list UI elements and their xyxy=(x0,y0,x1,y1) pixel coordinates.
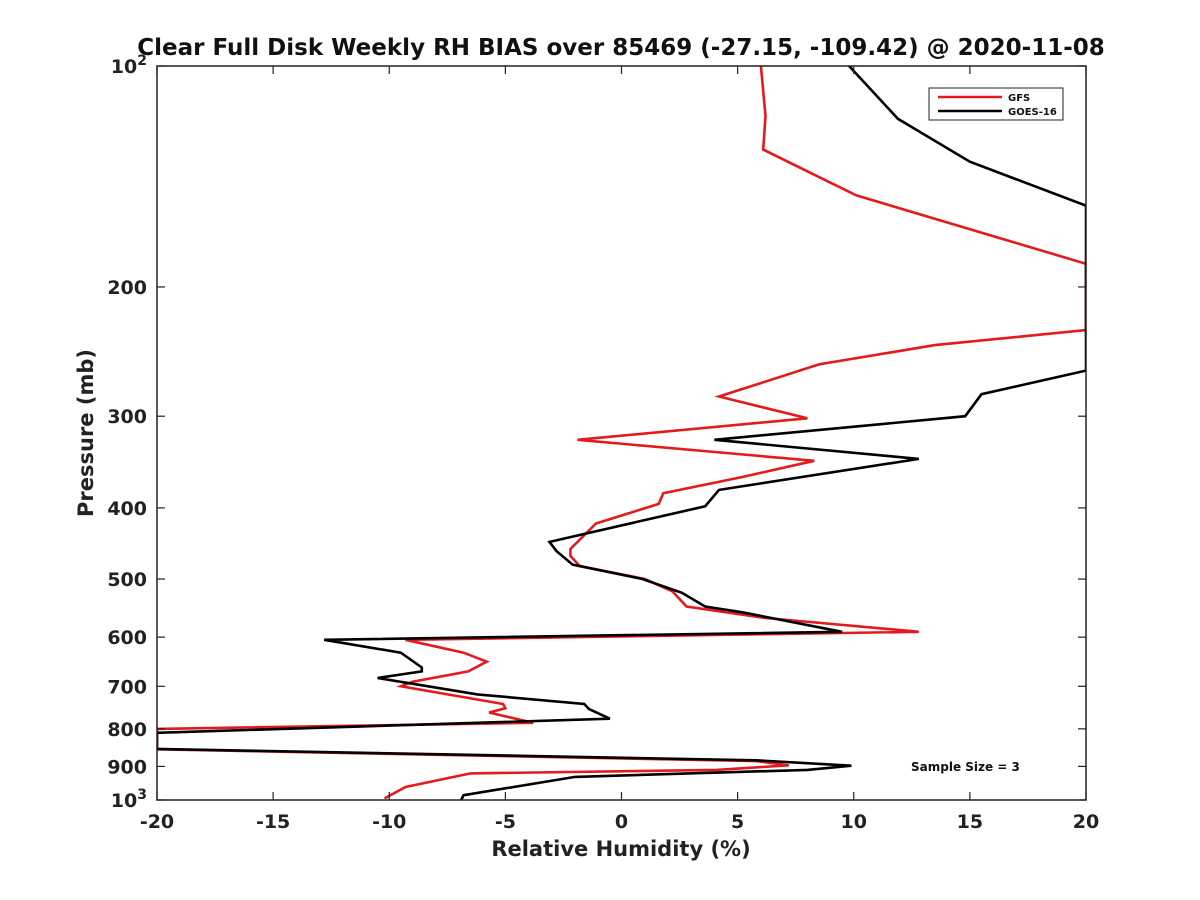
y-tick-label: 900 xyxy=(107,756,147,778)
x-tick-label: 0 xyxy=(615,811,628,833)
series-line-gfs xyxy=(157,66,1086,800)
x-tick-label: -15 xyxy=(256,811,290,833)
y-tick-label: 103 xyxy=(111,787,147,812)
chart-title: Clear Full Disk Weekly RH BIAS over 8546… xyxy=(137,35,1105,61)
x-tick-label: 15 xyxy=(957,811,983,833)
y-tick-label: 300 xyxy=(107,406,147,428)
axes-box xyxy=(156,65,1087,801)
y-tick-label: 200 xyxy=(107,277,147,299)
series-line-goes16 xyxy=(157,66,1086,800)
y-tick-label: 600 xyxy=(107,627,147,649)
y-axis-label: Pressure (mb) xyxy=(74,349,98,517)
x-tick-label: 10 xyxy=(841,811,867,833)
x-axis-label: Relative Humidity (%) xyxy=(491,837,750,861)
plot-area: -20 -15 -10 -5 0 5 10 15 20 102 200 300 400 500 600 70… xyxy=(107,53,1099,833)
y-tick-label: 400 xyxy=(107,498,147,520)
legend-label-gfs: GFS xyxy=(1008,93,1030,104)
legend-label-goes16: GOES-16 xyxy=(1008,107,1057,118)
y-axis-ticks: 102 200 300 400 500 600 700 800 900 103 xyxy=(107,53,1086,812)
legend-box xyxy=(928,87,1064,121)
x-tick-label: -5 xyxy=(495,811,516,833)
x-tick-label: 20 xyxy=(1073,811,1099,833)
y-tick-label: 500 xyxy=(107,569,147,591)
x-axis-ticks: -20 -15 -10 -5 0 5 10 15 20 xyxy=(140,66,1099,833)
y-tick-label: 700 xyxy=(107,676,147,698)
series-layer xyxy=(157,66,1086,800)
sample-size-annotation: Sample Size = 3 xyxy=(911,760,1020,774)
y-tick-label: 102 xyxy=(111,53,147,78)
x-tick-label: -20 xyxy=(140,811,174,833)
y-tick-label: 800 xyxy=(107,719,147,741)
x-tick-label: 5 xyxy=(731,811,744,833)
x-tick-label: -10 xyxy=(372,811,406,833)
legend: GFS GOES-16 xyxy=(928,87,1064,121)
